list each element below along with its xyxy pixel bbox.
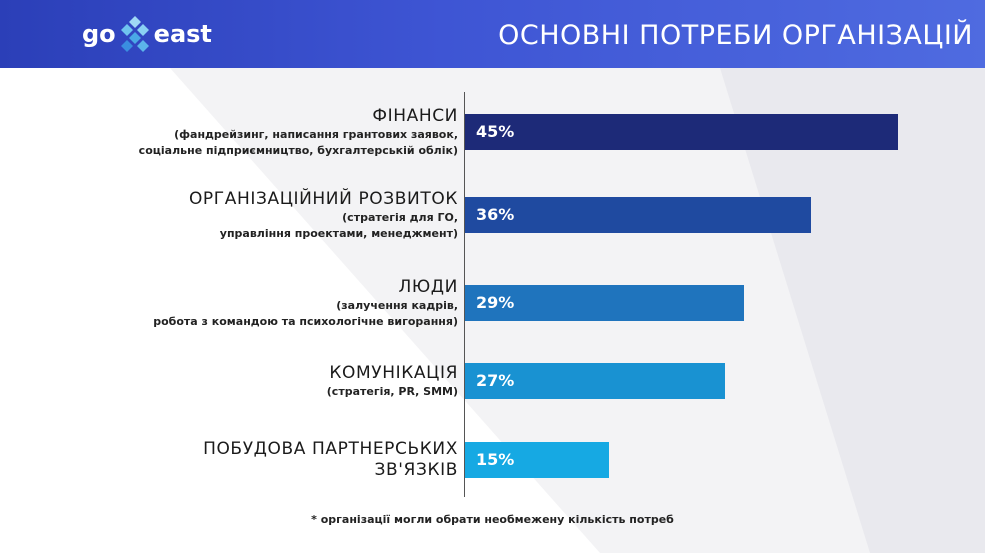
bar-1 xyxy=(465,114,898,150)
category-label-2: ОРГАНІЗАЦІЙНИЙ РОЗВИТОК (стратегія для ГО… xyxy=(189,189,458,242)
bar-value-label-3: 29% xyxy=(476,293,515,312)
category-title: ОРГАНІЗАЦІЙНИЙ РОЗВИТОК xyxy=(188,189,458,209)
bar-value-label-1: 45% xyxy=(476,122,515,141)
category-subtitle: (фандрейзинг, написання грантових заявок… xyxy=(174,128,458,141)
category-label-4: КОМУНІКАЦІЯ (стратегія, PR, SMM) xyxy=(327,363,458,400)
category-title: ЗВ'ЯЗКІВ xyxy=(374,460,458,480)
category-subtitle: (стратегія для ГО, xyxy=(342,211,458,224)
logo-text-go: go xyxy=(82,20,116,48)
category-subtitle: соціальне підприємництво, бухгалтерській… xyxy=(138,144,458,157)
bar-3 xyxy=(465,285,744,321)
category-label-1: ФІНАНСИ (фандрейзинг, написання грантових… xyxy=(139,106,458,159)
category-title: ФІНАНСИ xyxy=(372,106,458,126)
category-subtitle: управління проектами, менеджмент) xyxy=(219,227,458,240)
chart-axis-line xyxy=(464,92,465,497)
bar-value-label-2: 36% xyxy=(476,205,515,224)
category-subtitle: (стратегія, PR, SMM) xyxy=(326,385,458,398)
header-bar: go east ОСНОВНІ ПОТРЕБИ ОРГАНІЗАЦІЙ xyxy=(0,0,985,68)
footnote: * організації могли обрати необмежену кі… xyxy=(311,513,674,526)
logo-text-east: east xyxy=(153,20,212,48)
bar-value-label-5: 15% xyxy=(476,450,515,469)
diamond-logo-icon xyxy=(120,16,149,52)
bar-4 xyxy=(465,363,725,399)
category-subtitle: (залучення кадрів, xyxy=(336,299,458,312)
bar-2 xyxy=(465,197,811,233)
category-title: ЛЮДИ xyxy=(398,277,458,297)
category-subtitle: робота з командою та психологічне вигора… xyxy=(153,315,458,328)
bar-value-label-4: 27% xyxy=(476,371,515,390)
bar-5 xyxy=(465,442,609,478)
category-title: КОМУНІКАЦІЯ xyxy=(329,363,458,383)
category-label-3: ЛЮДИ (залучення кадрів, робота з командою … xyxy=(153,277,458,330)
go-east-logo: go east xyxy=(82,14,212,54)
category-label-5: ПОБУДОВА ПАРТНЕРСЬКИХ ЗВ'ЯЗКІВ xyxy=(203,439,458,481)
page-title: ОСНОВНІ ПОТРЕБИ ОРГАНІЗАЦІЙ xyxy=(498,20,973,51)
category-title: ПОБУДОВА ПАРТНЕРСЬКИХ xyxy=(203,439,458,459)
